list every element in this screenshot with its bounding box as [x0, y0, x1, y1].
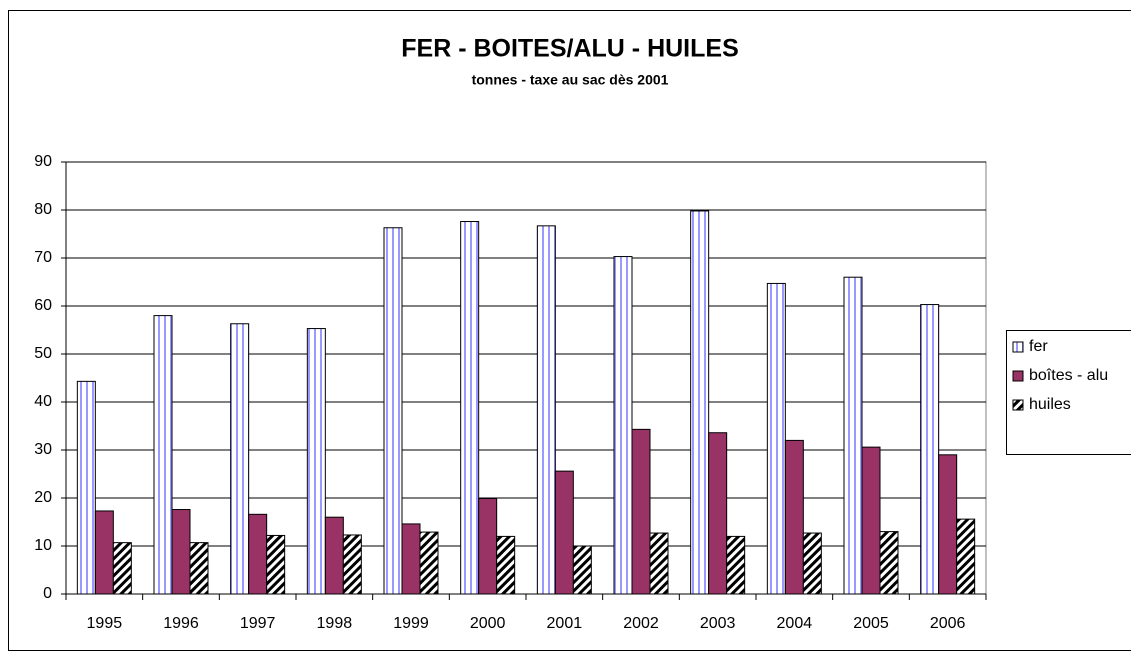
bar — [383, 227, 403, 595]
bar — [536, 225, 556, 595]
bar — [708, 432, 728, 595]
y-tick-label: 30 — [34, 441, 52, 458]
y-tick-label: 0 — [43, 585, 52, 602]
bar — [631, 428, 651, 595]
bar — [248, 513, 268, 595]
x-tick-label: 2006 — [930, 615, 966, 632]
bar — [342, 534, 362, 595]
y-tick-label: 50 — [34, 345, 52, 362]
bar — [460, 221, 480, 595]
legend-box — [1006, 330, 1131, 455]
y-tick-label: 90 — [34, 153, 52, 170]
bar — [726, 535, 746, 595]
bar — [554, 470, 574, 595]
bar — [189, 542, 209, 595]
x-tick-label: 1999 — [393, 615, 429, 632]
bar — [76, 380, 96, 595]
bar — [956, 518, 976, 595]
y-tick-label: 60 — [34, 297, 52, 314]
bar — [690, 210, 710, 595]
x-tick-label: 1995 — [87, 615, 123, 632]
bar — [306, 328, 326, 595]
bar — [938, 454, 958, 595]
legend-swatch — [1012, 370, 1024, 382]
bar — [94, 510, 114, 595]
legend-label: boîtes - alu — [1029, 367, 1108, 384]
bar — [230, 323, 250, 595]
chart-subtitle: tonnes - taxe au sac dès 2001 — [472, 72, 669, 88]
y-tick-label: 10 — [34, 537, 52, 554]
x-tick-label: 2000 — [470, 615, 506, 632]
bar — [572, 545, 592, 595]
x-tick-label: 2002 — [623, 615, 659, 632]
bar — [478, 497, 498, 595]
x-tick-label: 1998 — [317, 615, 353, 632]
chart-title: FER - BOITES/ALU - HUILES — [401, 35, 739, 63]
bar — [613, 256, 633, 595]
bar — [802, 532, 822, 595]
bar — [401, 523, 421, 595]
bar — [153, 315, 173, 595]
y-tick-label: 70 — [34, 249, 52, 266]
bar — [843, 276, 863, 595]
legend-swatch — [1012, 341, 1024, 353]
bar — [171, 509, 191, 595]
x-tick-label: 2003 — [700, 615, 736, 632]
bar — [879, 531, 899, 595]
x-tick-label: 2005 — [853, 615, 889, 632]
legend-label: huiles — [1029, 396, 1071, 413]
bar — [861, 446, 881, 595]
y-tick-label: 80 — [34, 201, 52, 218]
bar — [920, 304, 940, 595]
plot-area — [65, 161, 987, 595]
bar — [766, 282, 786, 595]
y-tick-label: 20 — [34, 489, 52, 506]
legend-swatch — [1012, 399, 1024, 411]
x-tick-label: 1996 — [163, 615, 199, 632]
y-tick-label: 40 — [34, 393, 52, 410]
bar — [266, 534, 286, 595]
x-tick-label: 2004 — [777, 615, 813, 632]
bar — [419, 531, 439, 595]
legend-label: fer — [1029, 338, 1048, 355]
bar — [112, 542, 132, 595]
bar — [649, 532, 669, 595]
bar — [324, 516, 344, 595]
bar — [496, 535, 516, 595]
bar — [784, 439, 804, 595]
x-tick-label: 2001 — [547, 615, 583, 632]
x-tick-label: 1997 — [240, 615, 276, 632]
